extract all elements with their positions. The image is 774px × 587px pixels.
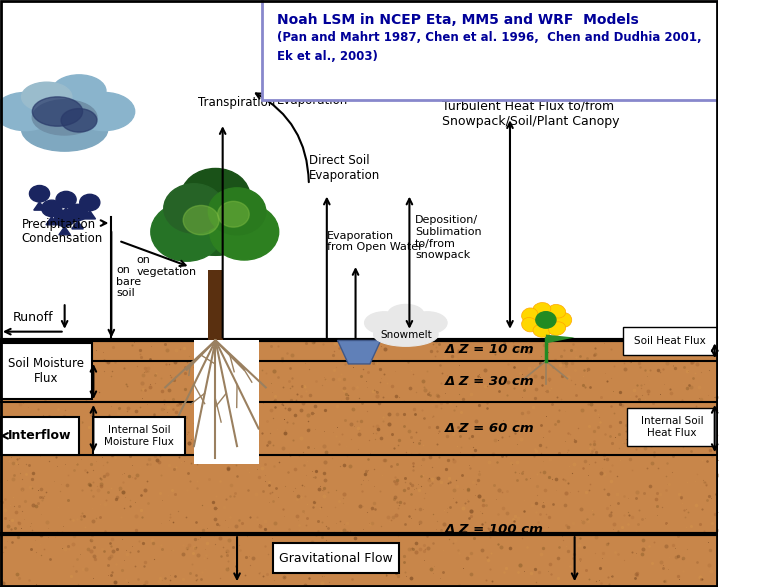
Text: Δ Z = 30 cm: Δ Z = 30 cm (445, 375, 535, 388)
Bar (208, 270, 223, 340)
Ellipse shape (365, 312, 404, 334)
Circle shape (208, 188, 265, 235)
Polygon shape (46, 217, 57, 225)
Text: Turbulent Heat Flux to/from
Snowpack/Soil/Plant Canopy: Turbulent Heat Flux to/from Snowpack/Soi… (442, 100, 619, 128)
Text: Transpiration: Transpiration (197, 96, 275, 109)
Text: Runoff: Runoff (13, 311, 53, 324)
Polygon shape (546, 335, 574, 343)
Ellipse shape (388, 305, 424, 324)
Polygon shape (72, 221, 84, 229)
Circle shape (56, 191, 76, 208)
Ellipse shape (522, 308, 538, 322)
Ellipse shape (33, 100, 97, 135)
FancyBboxPatch shape (627, 408, 717, 446)
Text: Δ Z = 100 cm: Δ Z = 100 cm (445, 523, 544, 536)
Ellipse shape (533, 324, 551, 338)
Bar (0, 340, 718, 587)
Ellipse shape (549, 322, 566, 335)
Ellipse shape (52, 75, 106, 107)
Ellipse shape (374, 323, 438, 346)
Circle shape (55, 210, 75, 227)
Text: Gravitational Flow: Gravitational Flow (279, 552, 392, 565)
Text: Evaporation
from Open Water: Evaporation from Open Water (327, 231, 423, 252)
Text: Internal Soil
Moisture Flux: Internal Soil Moisture Flux (104, 425, 174, 447)
Circle shape (164, 184, 224, 233)
Text: Δ Z = 60 cm: Δ Z = 60 cm (445, 422, 535, 435)
FancyBboxPatch shape (262, 0, 718, 100)
Ellipse shape (522, 318, 538, 332)
Circle shape (169, 179, 262, 255)
FancyBboxPatch shape (0, 343, 92, 399)
Ellipse shape (533, 302, 551, 316)
Circle shape (183, 205, 219, 235)
Ellipse shape (22, 82, 72, 112)
Circle shape (181, 168, 250, 225)
Ellipse shape (408, 312, 447, 334)
FancyBboxPatch shape (94, 417, 185, 455)
Circle shape (29, 185, 50, 202)
Text: (Pan and Mahrt 1987, Chen et al. 1996,  Chen and Dudhia 2001,: (Pan and Mahrt 1987, Chen et al. 1996, C… (276, 31, 701, 43)
Circle shape (217, 201, 249, 227)
Text: Soil Heat Flux: Soil Heat Flux (634, 336, 706, 346)
Text: Ek et al., 2003): Ek et al., 2003) (276, 50, 378, 63)
Ellipse shape (61, 109, 97, 132)
Polygon shape (337, 340, 381, 364)
Polygon shape (34, 202, 45, 210)
Text: Δ Z = 10 cm: Δ Z = 10 cm (445, 343, 535, 356)
Circle shape (151, 203, 223, 261)
Ellipse shape (556, 313, 572, 328)
Circle shape (80, 194, 100, 211)
Text: Noah LSM in NCEP Eta, MM5 and WRF  Models: Noah LSM in NCEP Eta, MM5 and WRF Models (276, 13, 639, 27)
Text: on
vegetation: on vegetation (136, 255, 197, 277)
Ellipse shape (74, 93, 135, 131)
Text: Interflow: Interflow (8, 429, 71, 443)
FancyBboxPatch shape (273, 543, 399, 573)
Text: Precipitation: Precipitation (22, 218, 96, 231)
Text: Internal Soil
Heat Flux: Internal Soil Heat Flux (641, 416, 704, 438)
Text: Canopy Water
Evaporation: Canopy Water Evaporation (276, 79, 360, 107)
Ellipse shape (22, 107, 108, 151)
Text: on
bare
soil: on bare soil (116, 265, 142, 298)
Text: Direct Soil
Evaporation: Direct Soil Evaporation (309, 154, 380, 182)
Text: Deposition/
Sublimation
to/from
snowpack: Deposition/ Sublimation to/from snowpack (415, 215, 481, 260)
Text: Soil Moisture
Flux: Soil Moisture Flux (8, 357, 84, 385)
Polygon shape (59, 227, 70, 235)
Ellipse shape (0, 93, 56, 131)
Ellipse shape (549, 305, 566, 318)
Polygon shape (60, 208, 72, 216)
Circle shape (536, 312, 556, 328)
Bar (194, 340, 259, 464)
Circle shape (67, 204, 87, 221)
Text: Snowmelt: Snowmelt (380, 329, 432, 340)
Polygon shape (84, 211, 95, 219)
Circle shape (210, 204, 279, 260)
FancyBboxPatch shape (624, 327, 717, 355)
Text: Condensation: Condensation (22, 232, 103, 245)
FancyBboxPatch shape (0, 417, 79, 455)
Ellipse shape (33, 97, 83, 126)
Circle shape (42, 200, 62, 217)
